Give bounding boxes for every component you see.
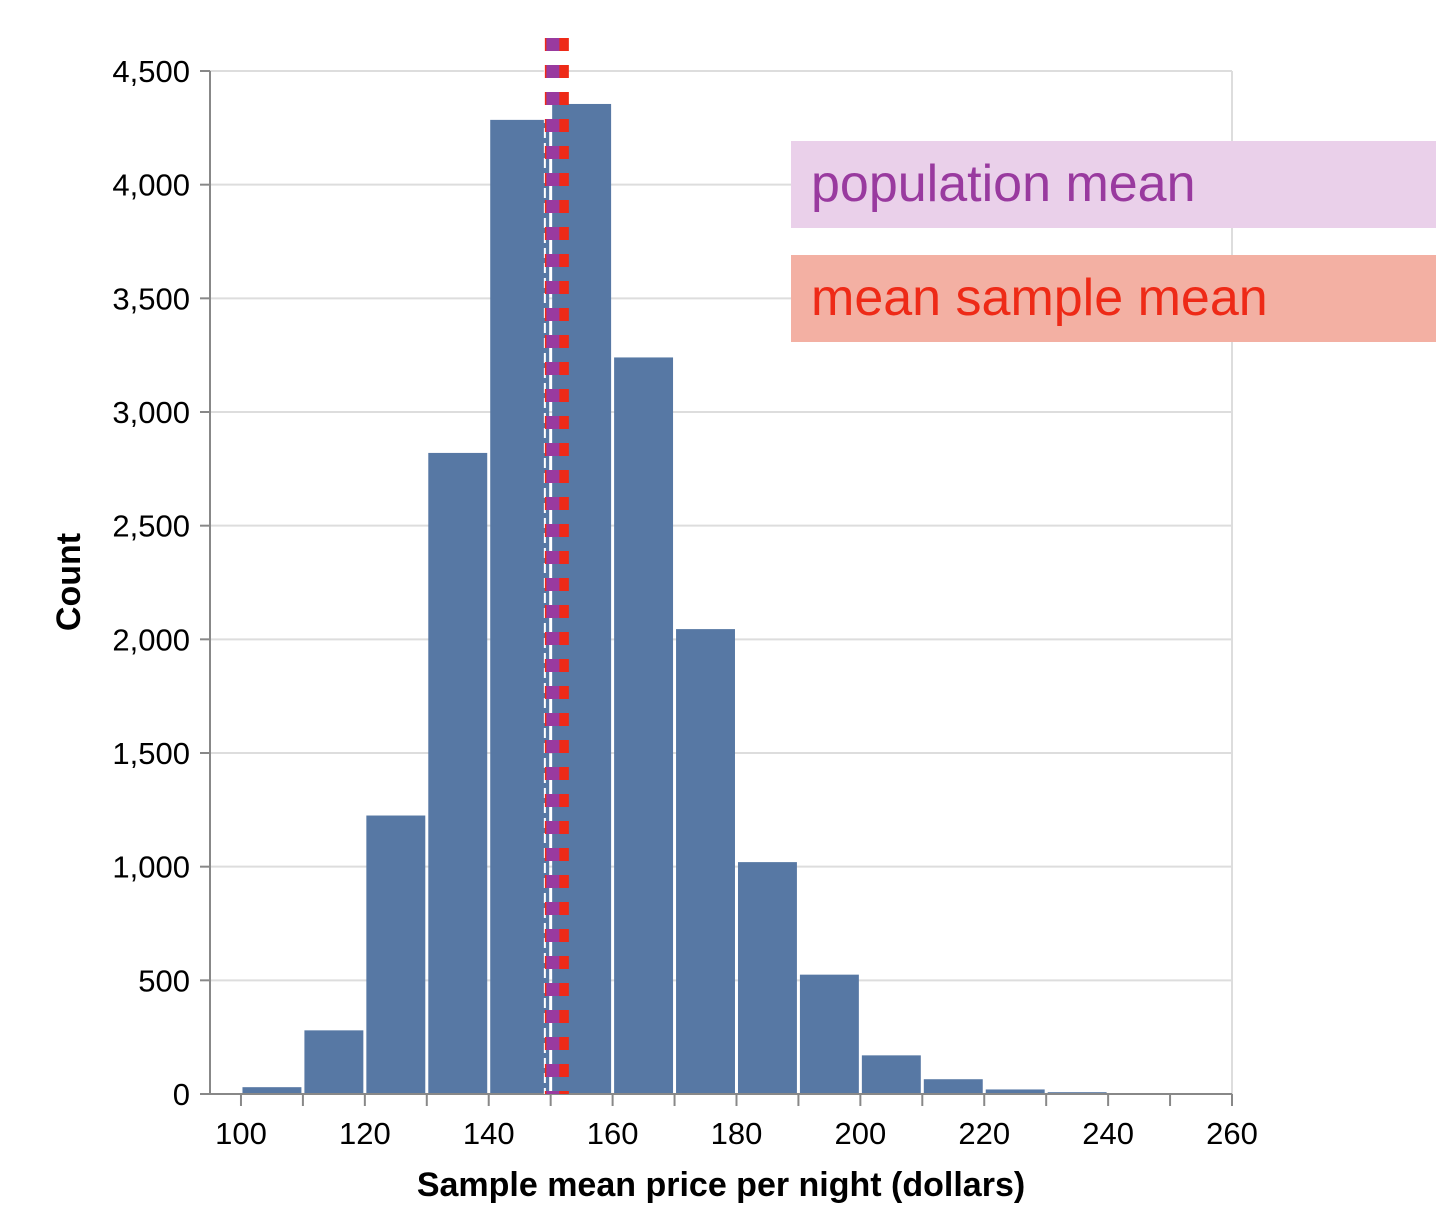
axes: 0 500 1,000 1,500 2,000 2,500 3,000 3,500 4,000 4… (112, 54, 1257, 1151)
histogram-bar (304, 1030, 364, 1094)
mean-reference-lines (543, 38, 569, 1094)
histogram-bar (428, 452, 488, 1094)
y-tick-label: 2,000 (112, 622, 190, 657)
y-tick-label: 0 (173, 1077, 190, 1112)
x-tick-label: 240 (1082, 1116, 1134, 1151)
legend-population-mean: population mean (791, 141, 1436, 228)
y-tick-label: 4,500 (112, 54, 190, 89)
y-tick-label: 1,000 (112, 850, 190, 885)
histogram-bar (552, 103, 612, 1095)
histogram-bar (242, 1087, 302, 1094)
histogram-bar (923, 1079, 983, 1094)
x-tick-label: 200 (834, 1116, 886, 1151)
x-tick-label: 180 (711, 1116, 763, 1151)
y-tick-label: 3,000 (112, 395, 190, 430)
y-tick-label: 2,500 (112, 509, 190, 544)
legend-population-mean-label: population mean (811, 155, 1196, 213)
histogram-bars (242, 103, 1231, 1095)
histogram-bar (614, 357, 674, 1094)
histogram-bar (985, 1089, 1045, 1094)
x-tick-label: 220 (958, 1116, 1010, 1151)
y-axis-title: Count (50, 533, 88, 631)
histogram-bar (676, 629, 735, 1094)
histogram-bar (366, 815, 426, 1094)
x-tick-label: 260 (1206, 1116, 1258, 1151)
histogram-bar (861, 1055, 921, 1094)
histogram-bar (490, 119, 550, 1095)
y-tick-label: 500 (138, 963, 190, 998)
x-tick-label: 160 (587, 1116, 639, 1151)
x-tick-label: 120 (339, 1116, 391, 1151)
y-tick-label: 1,500 (112, 736, 190, 771)
legend-mean-sample-mean-label: mean sample mean (811, 269, 1268, 327)
x-tick-label: 140 (463, 1116, 515, 1151)
histogram-bar (799, 974, 859, 1094)
legend-mean-sample-mean: mean sample mean (791, 255, 1436, 342)
histogram-bar (737, 862, 797, 1094)
x-tick-label: 100 (215, 1116, 267, 1151)
y-tick-label: 3,500 (112, 281, 190, 316)
x-axis-title: Sample mean price per night (dollars) (417, 1166, 1025, 1204)
y-tick-label: 4,000 (112, 168, 190, 203)
